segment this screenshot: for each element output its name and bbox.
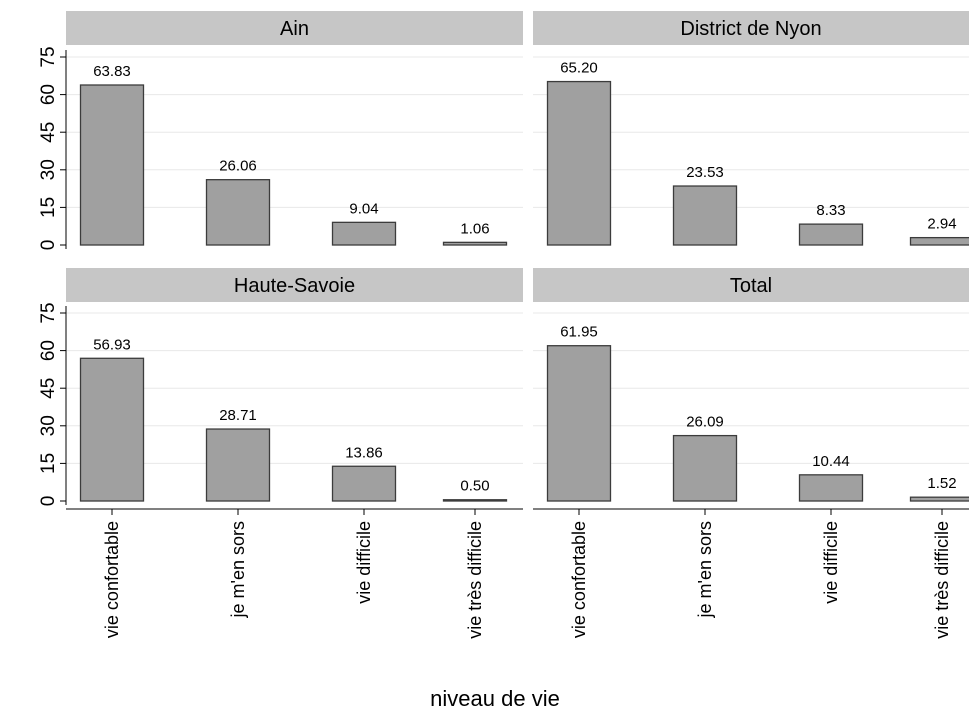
y-tick-label: 0 bbox=[38, 240, 59, 251]
data-label-haute-savoie-3: 13.86 bbox=[345, 444, 383, 461]
panel-header-total bbox=[533, 268, 969, 302]
bar-total-2 bbox=[672, 434, 738, 502]
y-tick-label: 30 bbox=[38, 159, 59, 180]
x-tick-label: je m'en sors bbox=[228, 521, 248, 618]
data-label-district-de-nyon-4: 2.94 bbox=[927, 216, 956, 233]
bar-haute-savoie-4 bbox=[442, 499, 508, 502]
x-tick-label: vie confortable bbox=[569, 521, 589, 638]
data-label-total-4: 1.52 bbox=[927, 475, 956, 492]
y-tick-label: 45 bbox=[38, 378, 59, 399]
bar-total-4 bbox=[909, 496, 969, 502]
bar-total-3 bbox=[798, 474, 864, 502]
bar-district-de-nyon-1 bbox=[546, 80, 612, 246]
y-tick-label: 60 bbox=[38, 84, 59, 105]
bar-haute-savoie-3 bbox=[331, 465, 397, 502]
bar-ain-4 bbox=[442, 241, 508, 246]
bar-ain-1 bbox=[79, 84, 145, 246]
data-label-ain-2: 26.06 bbox=[219, 158, 257, 175]
panel-title-haute-savoie: Haute-Savoie bbox=[234, 275, 355, 297]
y-tick-label: 15 bbox=[38, 453, 59, 474]
data-label-total-1: 61.95 bbox=[560, 324, 598, 341]
data-label-ain-3: 9.04 bbox=[349, 200, 378, 217]
panel-header-ain bbox=[66, 11, 523, 45]
data-label-district-de-nyon-3: 8.33 bbox=[816, 202, 845, 219]
data-label-district-de-nyon-2: 23.53 bbox=[686, 164, 724, 181]
panel-title-district-de-nyon: District de Nyon bbox=[680, 18, 821, 40]
y-tick-label: 30 bbox=[38, 415, 59, 436]
x-tick-label: je m'en sors bbox=[695, 521, 715, 618]
y-tick-label: 75 bbox=[38, 302, 59, 323]
bar-total-1 bbox=[546, 345, 612, 502]
bar-haute-savoie-1 bbox=[79, 357, 145, 502]
x-tick-label: vie confortable bbox=[102, 521, 122, 638]
data-label-ain-1: 63.83 bbox=[93, 63, 131, 80]
data-label-haute-savoie-1: 56.93 bbox=[93, 336, 131, 353]
panel-header-district-de-nyon bbox=[533, 11, 969, 45]
bar-district-de-nyon-3 bbox=[798, 223, 864, 246]
x-tick-label: vie difficile bbox=[354, 521, 374, 604]
bar-district-de-nyon-4 bbox=[909, 236, 969, 246]
y-tick-label: 75 bbox=[38, 46, 59, 67]
panel-title-ain: Ain bbox=[280, 18, 309, 40]
x-tick-label: vie très difficile bbox=[932, 521, 952, 639]
y-tick-label: 0 bbox=[38, 496, 59, 507]
panel-header-haute-savoie bbox=[66, 268, 523, 302]
data-label-district-de-nyon-1: 65.20 bbox=[560, 60, 598, 77]
panel-title-total: Total bbox=[730, 275, 772, 297]
x-tick-label: vie difficile bbox=[821, 521, 841, 604]
data-label-total-2: 26.09 bbox=[686, 414, 724, 431]
x-axis-title: niveau de vie bbox=[430, 686, 560, 711]
bar-haute-savoie-2 bbox=[205, 428, 271, 502]
y-tick-label: 45 bbox=[38, 122, 59, 143]
bar-district-de-nyon-2 bbox=[672, 185, 738, 246]
y-tick-label: 15 bbox=[38, 197, 59, 218]
data-label-haute-savoie-2: 28.71 bbox=[219, 407, 257, 424]
y-tick-label: 60 bbox=[38, 340, 59, 361]
x-tick-label: vie très difficile bbox=[465, 521, 485, 639]
bar-ain-2 bbox=[205, 179, 271, 246]
data-label-haute-savoie-4: 0.50 bbox=[460, 478, 489, 495]
data-label-total-3: 10.44 bbox=[812, 453, 850, 470]
bar-ain-3 bbox=[331, 221, 397, 246]
data-label-ain-4: 1.06 bbox=[460, 220, 489, 237]
